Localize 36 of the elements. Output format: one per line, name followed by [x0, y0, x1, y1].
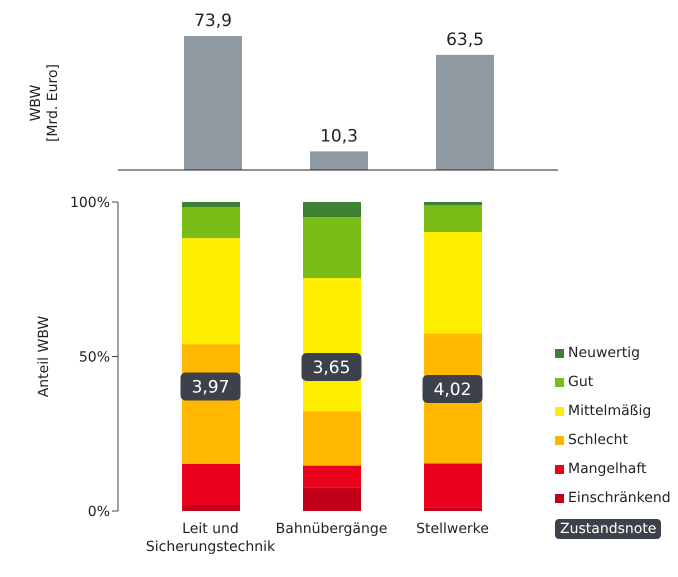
bar	[182, 464, 240, 506]
bar	[424, 232, 482, 334]
bar	[424, 202, 482, 206]
y-tick-label: 100%	[70, 194, 110, 211]
bar	[303, 466, 361, 488]
legend-label: Gut	[568, 374, 594, 390]
legend-label: Neuwertig	[568, 345, 640, 361]
bar	[424, 508, 482, 511]
x-tick-label: Leit und Sicherungstechnik	[146, 521, 276, 555]
bar	[424, 205, 482, 232]
text: Zustandsnote	[555, 518, 662, 538]
legend-label: Schlecht	[568, 432, 628, 448]
legend-label: Mangelhaft	[568, 461, 647, 477]
annotation: 3,97	[192, 377, 230, 398]
x-tick-label: Bahnübergänge	[276, 521, 388, 537]
bar	[303, 202, 361, 218]
bar	[303, 488, 361, 511]
data-label: 73,9	[194, 11, 232, 31]
y-tick-label: 0%	[88, 504, 110, 520]
legend-label: Mittelmäßig	[568, 403, 652, 419]
y-axis-title: Anteil WBW	[36, 316, 52, 398]
legend-label: Einschränkend	[568, 490, 671, 506]
bar	[303, 217, 361, 278]
y-tick-label: 50%	[78, 349, 110, 366]
bar	[182, 505, 240, 511]
bar	[303, 412, 361, 466]
bar	[424, 463, 482, 508]
bar	[182, 238, 240, 344]
bar	[182, 202, 240, 207]
x-tick-label: Stellwerke	[416, 521, 489, 537]
y-axis-title: WBW [Mrd. Euro]	[28, 64, 61, 142]
data-label: 10,3	[320, 126, 358, 146]
annotation: 4,02	[434, 380, 472, 400]
annotation: 3,65	[312, 358, 350, 378]
bar	[182, 206, 240, 238]
data-label: 63,5	[446, 30, 484, 50]
